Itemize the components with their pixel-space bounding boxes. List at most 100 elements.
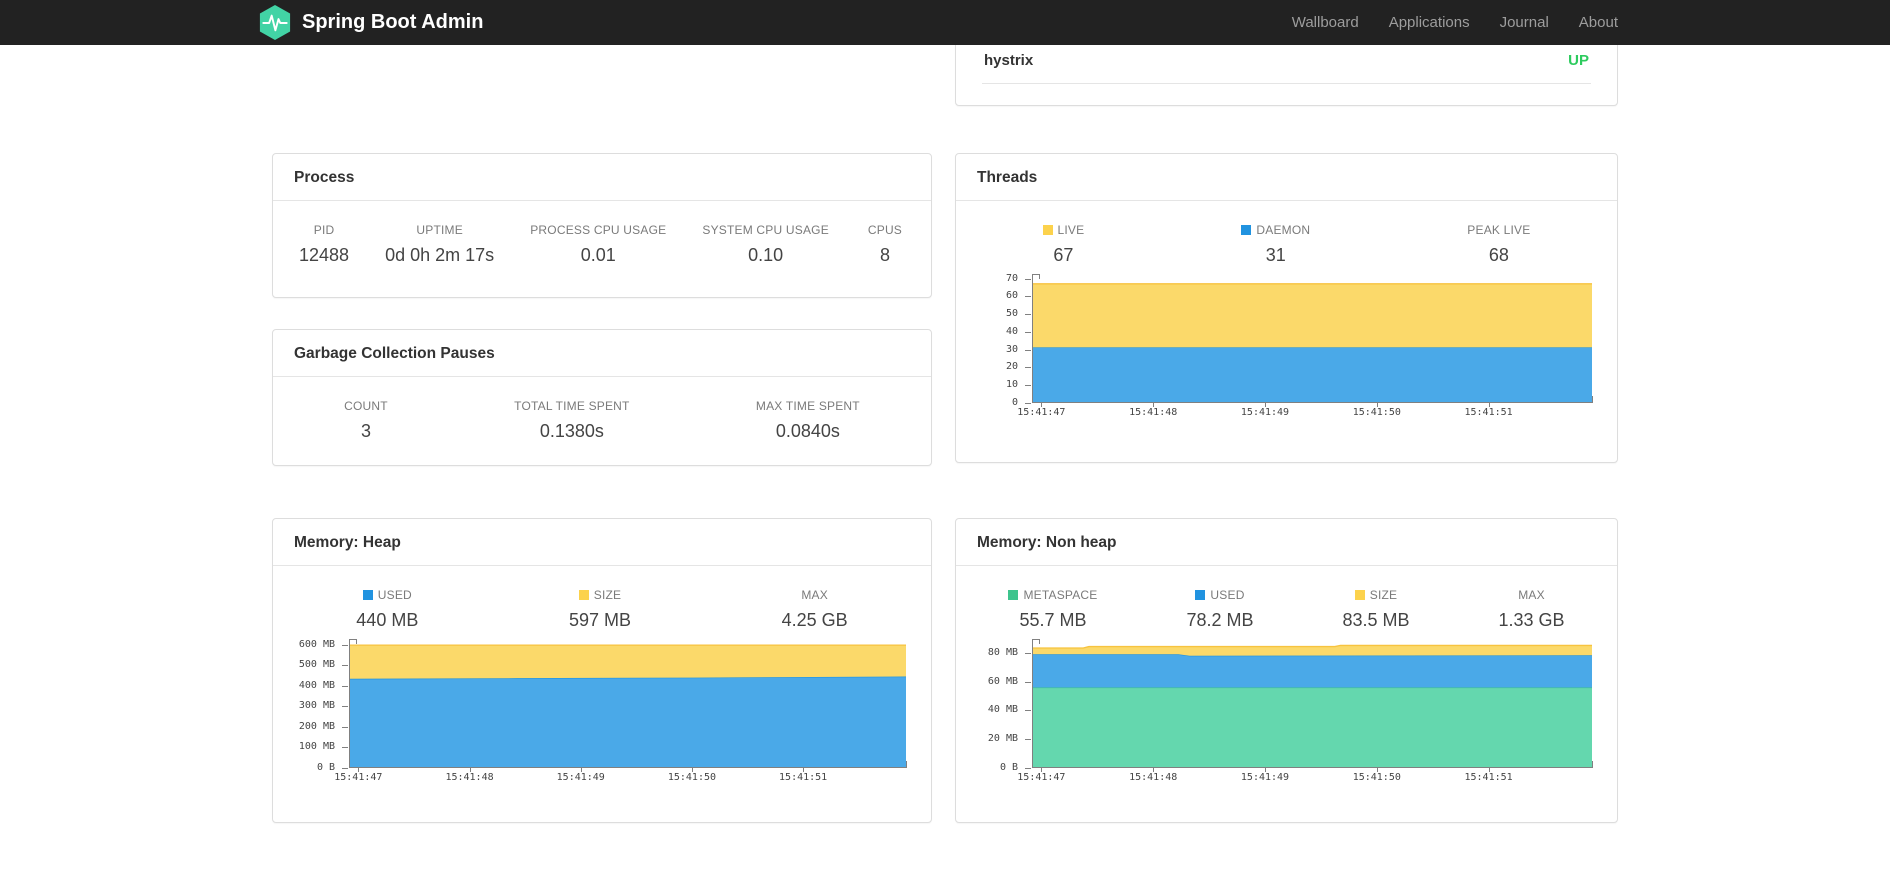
x-axis-tick-label: 15:41:51 <box>1464 407 1513 418</box>
nav-item-about[interactable]: About <box>1578 14 1618 31</box>
x-axis-tick-label: 15:41:50 <box>1352 407 1401 418</box>
memory-nonheap-card: Memory: Non heap METASPACE 55.7 MB USED 78.… <box>955 518 1618 823</box>
y-axis-tick-mark <box>1025 296 1031 297</box>
metric-value: 0.01 <box>580 245 616 265</box>
metric-label: COUNT <box>344 399 388 413</box>
metric-daemon: DAEMON 31 <box>1241 223 1310 266</box>
axis-end-cap <box>1039 274 1040 279</box>
metric-max: MAX 1.33 GB <box>1498 588 1564 631</box>
x-axis-tick-label: 15:41:48 <box>1129 407 1178 418</box>
x-axis-tick-label: 15:41:49 <box>1240 407 1290 418</box>
health-status-badge: UP <box>1568 52 1589 69</box>
x-axis-tick-mark <box>1488 403 1490 407</box>
metric-value: 0.10 <box>748 245 784 265</box>
metric-value: 1.33 GB <box>1498 610 1565 630</box>
heap-legend: USED 440 MB SIZE 597 MB MAX 4.25 GB <box>273 566 931 631</box>
memory-nonheap-chart: 0 B 20 MB 40 MB 60 MB 80 MB 15:41:47 15:41:48 1… <box>956 639 1617 790</box>
nav-item-journal[interactable]: Journal <box>1499 14 1549 31</box>
metric-label: MAX TIME SPENT <box>755 399 860 413</box>
health-application-name: hystrix <box>984 52 1034 69</box>
brand-link[interactable]: Spring Boot Admin <box>258 4 483 41</box>
x-axis-tick-label: 15:41:48 <box>445 772 494 783</box>
x-axis-tick-mark <box>1041 403 1043 407</box>
metric-value: 0d 0h 2m 17s <box>385 245 495 265</box>
metric-label: SIZE <box>1342 588 1409 602</box>
divider <box>982 83 1591 84</box>
nav-links: Wallboard Applications Journal About <box>1277 0 1618 45</box>
y-axis-tick-mark <box>1025 367 1031 368</box>
x-axis-tick-mark <box>469 768 471 772</box>
plot-area: 15:41:47 15:41:48 15:41:49 15:41:50 15:41:51 <box>1017 639 1593 783</box>
metric-label: CPUS <box>867 223 903 237</box>
axis-end-cap <box>1032 639 1040 640</box>
metric-value: 31 <box>1265 245 1286 265</box>
metric-uptime: UPTIME 0d 0h 2m 17s <box>385 223 494 266</box>
y-axis-tick-label: 400 MB <box>298 679 335 691</box>
metric-value: 78.2 MB <box>1186 610 1254 630</box>
metric-label: SIZE <box>569 588 631 602</box>
y-axis-tick-label: 60 MB <box>987 675 1018 687</box>
metric-total-time-spent: TOTAL TIME SPENT 0.1380s <box>514 399 629 442</box>
legend-swatch-icon <box>1195 590 1206 600</box>
x-axis-tick-mark <box>803 768 805 772</box>
legend-swatch-icon <box>1042 225 1053 235</box>
metric-label: PROCESS CPU USAGE <box>530 223 667 237</box>
nav-item-wallboard[interactable]: Wallboard <box>1291 14 1359 31</box>
metric-size: SIZE 83.5 MB <box>1342 588 1409 631</box>
axis-end-cap <box>1592 396 1593 403</box>
x-axis-tick-label: 15:41:50 <box>667 772 717 783</box>
y-axis-tick-mark <box>342 706 348 707</box>
metric-value: 440 MB <box>356 610 419 630</box>
metric-label: MAX <box>801 588 828 602</box>
y-axis-tick-mark <box>1025 653 1031 654</box>
x-axis-tick-label: 15:41:47 <box>1017 772 1066 783</box>
process-card: Process PID 12488 UPTIME 0d 0h 2m 17s PROCES… <box>272 153 932 298</box>
axis-end-cap <box>1039 639 1040 644</box>
metric-value: 0.1380s <box>539 421 604 441</box>
x-axis-tick-mark <box>1153 768 1155 772</box>
y-axis-tick-label: 80 MB <box>987 646 1018 658</box>
metric-label: UPTIME <box>416 223 463 237</box>
metric-label: USED <box>1186 588 1253 602</box>
health-row-hystrix[interactable]: hystrix UP <box>956 52 1617 83</box>
y-axis-tick-label: 30 <box>1005 343 1018 355</box>
x-axis-tick-mark <box>691 768 693 772</box>
y-axis-tick-label: 200 MB <box>298 720 335 732</box>
metric-max: MAX 4.25 GB <box>782 588 848 631</box>
x-axis-tick-mark <box>1153 403 1155 407</box>
metric-value: 55.7 MB <box>1019 610 1087 630</box>
legend-swatch-icon <box>1241 225 1252 235</box>
x-axis-tick-mark <box>1264 768 1266 772</box>
metric-value: 597 MB <box>568 610 631 630</box>
y-axis-tick-mark <box>1025 682 1031 683</box>
metric-label: USED <box>356 588 418 602</box>
memory-heap-card-title: Memory: Heap <box>273 519 931 566</box>
y-axis-tick-label: 60 <box>1005 290 1018 302</box>
navbar: Spring Boot Admin Wallboard Applications… <box>0 0 1890 45</box>
metric-value: 0.0840s <box>775 421 840 441</box>
metric-pid: PID 12488 <box>299 223 349 266</box>
x-axis-tick-mark <box>580 768 582 772</box>
y-axis-tick-label: 0 <box>1011 397 1018 408</box>
nav-item-applications[interactable]: Applications <box>1388 14 1470 31</box>
metric-live: LIVE 67 <box>1042 223 1085 266</box>
y-axis-tick-label: 0 B <box>999 762 1018 773</box>
y-axis-tick-label: 50 <box>1005 308 1018 320</box>
y-axis-tick-mark <box>1025 739 1031 740</box>
axis-end-cap <box>356 639 357 644</box>
metric-system-cpu-usage: SYSTEM CPU USAGE 0.10 <box>702 223 829 266</box>
threads-card: Threads LIVE 67 DAEMON 31 PEAK LIVE 68 0 10 20 3… <box>955 153 1618 463</box>
metric-label: MAX <box>1518 588 1545 602</box>
y-axis-tick-mark <box>342 665 348 666</box>
metric-label: TOTAL TIME SPENT <box>514 399 630 413</box>
gc-pauses-card: Garbage Collection Pauses COUNT 3 TOTAL TI… <box>272 329 932 466</box>
metric-metaspace: METASPACE 55.7 MB <box>1008 588 1097 631</box>
threads-card-title: Threads <box>956 154 1617 201</box>
y-axis-tick-label: 0 B <box>316 762 335 773</box>
axis-end-cap <box>906 761 907 768</box>
y-axis-tick-label: 20 <box>1005 361 1018 373</box>
nonheap-legend: METASPACE 55.7 MB USED 78.2 MB SIZE 83.5 MB MA… <box>956 566 1617 631</box>
metric-process-cpu-usage: PROCESS CPU USAGE 0.01 <box>530 223 666 266</box>
metric-used: USED 440 MB <box>356 588 418 631</box>
plot-area: 15:41:47 15:41:48 15:41:49 15:41:50 15:41:51 <box>1017 274 1593 418</box>
